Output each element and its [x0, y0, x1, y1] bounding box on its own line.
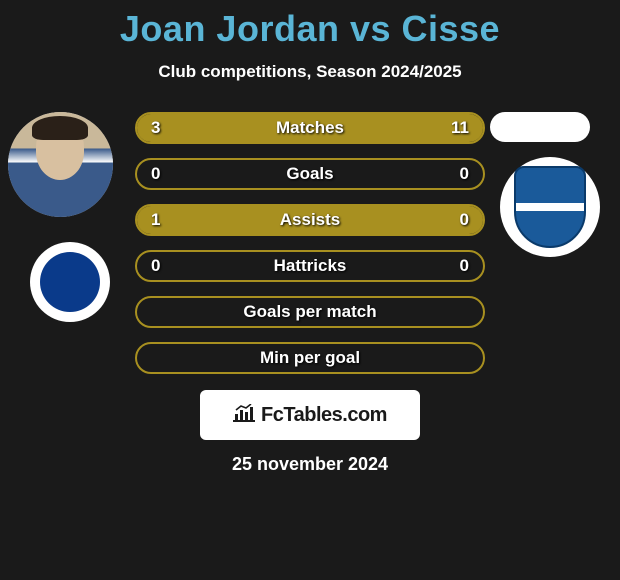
- stat-row: 1 Assists 0: [135, 204, 485, 236]
- stat-value-left: 0: [151, 164, 160, 184]
- branding-text: FcTables.com: [261, 404, 387, 427]
- stat-value-right: 11: [451, 118, 469, 138]
- stat-value-right: 0: [460, 256, 469, 276]
- stat-label: Assists: [280, 210, 340, 230]
- stat-label: Matches: [276, 118, 344, 138]
- stat-value-right: 0: [460, 164, 469, 184]
- stat-label: Goals per match: [243, 302, 376, 322]
- stat-row: 3 Matches 11: [135, 112, 485, 144]
- stat-row: 0 Hattricks 0: [135, 250, 485, 282]
- comparison-area: 3 Matches 11 0 Goals 0 1 Assists 0 0 Hattricks 0 Goa…: [0, 112, 620, 374]
- alaves-badge-icon: [40, 252, 100, 312]
- subtitle: Club competitions, Season 2024/2025: [0, 62, 620, 82]
- stat-label: Goals: [286, 164, 333, 184]
- branding-badge[interactable]: FcTables.com: [200, 390, 420, 440]
- leganes-badge-icon: [514, 166, 586, 248]
- stat-row: Min per goal: [135, 342, 485, 374]
- player-right-photo: [490, 112, 590, 142]
- club-logo-right: [500, 157, 600, 257]
- stat-value-right: 0: [460, 210, 469, 230]
- stat-row: Goals per match: [135, 296, 485, 328]
- chart-icon: [233, 404, 255, 427]
- club-logo-left: [30, 242, 110, 322]
- stat-fill-right: [210, 114, 483, 142]
- stat-label: Min per goal: [260, 348, 360, 368]
- date-label: 25 november 2024: [0, 454, 620, 475]
- stat-fill-left: [137, 114, 210, 142]
- page-title: Joan Jordan vs Cisse: [0, 0, 620, 50]
- stat-value-left: 3: [151, 118, 160, 138]
- stats-list: 3 Matches 11 0 Goals 0 1 Assists 0 0 Hattricks 0 Goa…: [135, 112, 485, 374]
- stat-label: Hattricks: [274, 256, 347, 276]
- stat-value-left: 0: [151, 256, 160, 276]
- player-left-photo: [8, 112, 113, 217]
- avatar: [8, 112, 113, 217]
- stat-row: 0 Goals 0: [135, 158, 485, 190]
- stat-value-left: 1: [151, 210, 160, 230]
